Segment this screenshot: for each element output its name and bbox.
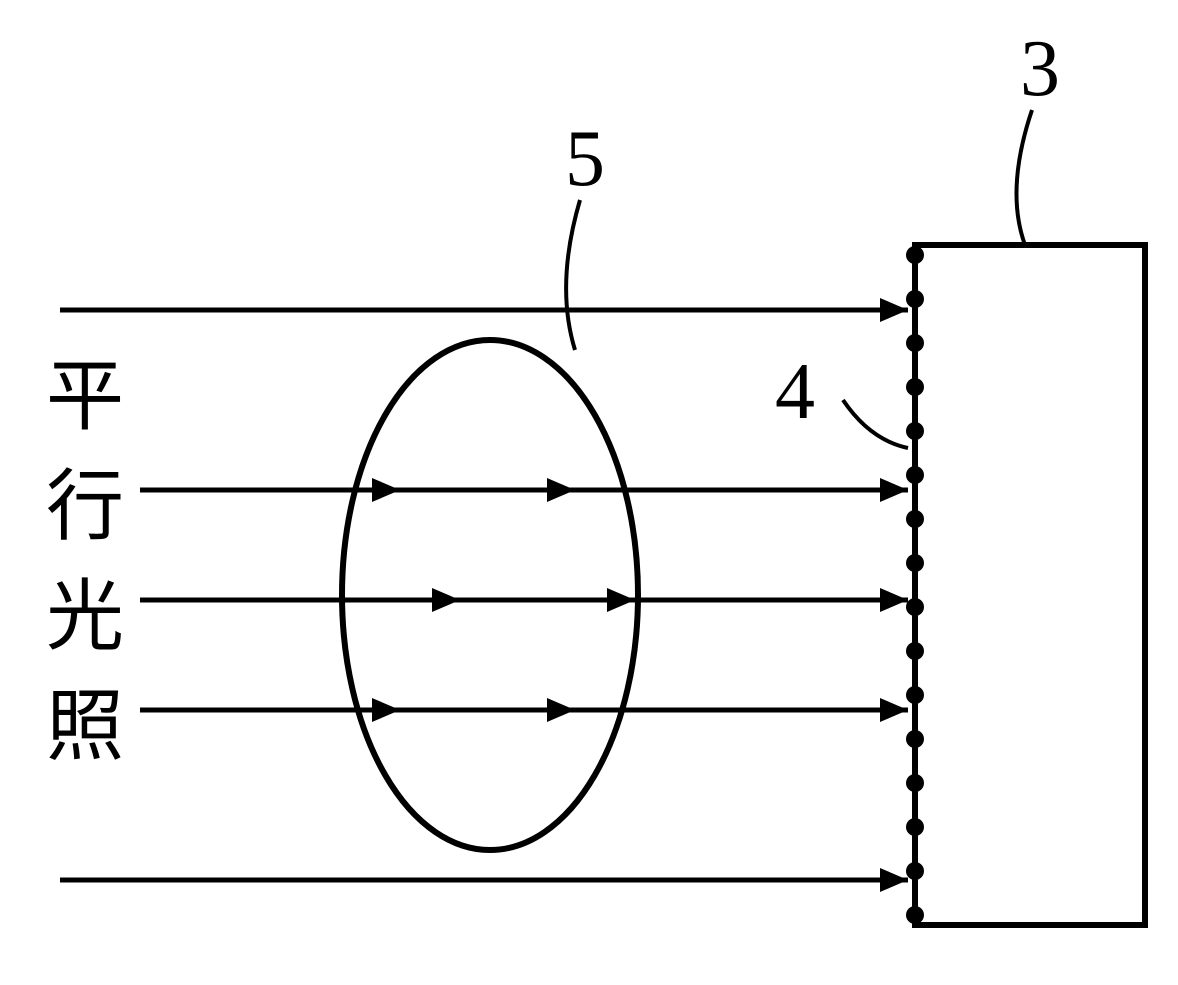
component-4-dot [906,510,924,528]
label-4: 4 [775,348,815,436]
component-4-dot [906,906,924,924]
component-4-dot [906,774,924,792]
component-4-dot [906,290,924,308]
label-3: 3 [1020,25,1060,113]
component-4-dot [906,598,924,616]
parallel-light-label-char: 光 [46,573,124,660]
component-4-dot [906,378,924,396]
technical-diagram: 3 5 4 平行光照 [0,0,1178,985]
component-4-dot [906,642,924,660]
component-4-dot [906,818,924,836]
component-4-dot [906,862,924,880]
label-5: 5 [565,115,605,203]
component-4-dot [906,730,924,748]
component-4-dot [906,466,924,484]
parallel-light-label-char: 行 [46,463,124,550]
parallel-light-label-char: 平 [46,353,124,440]
component-4-dot [906,246,924,264]
parallel-light-label-char: 照 [46,683,124,770]
component-4-dot [906,334,924,352]
component-4-dot [906,686,924,704]
component-4-dot [906,422,924,440]
component-4-dot [906,554,924,572]
